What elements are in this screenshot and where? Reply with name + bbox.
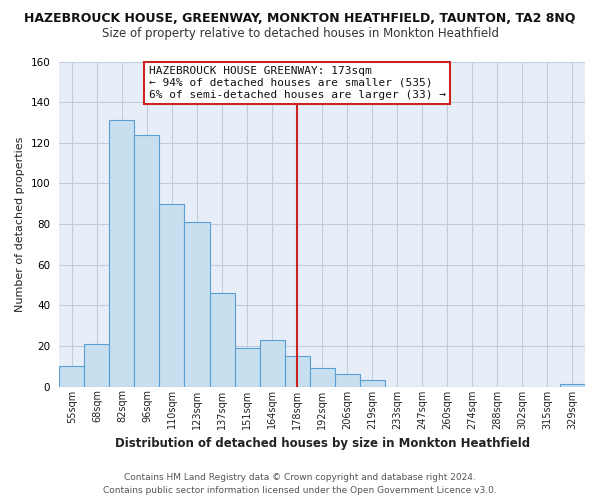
Bar [59, 366, 85, 386]
Bar [360, 380, 385, 386]
Bar [109, 120, 134, 386]
Text: HAZEBROUCK HOUSE, GREENWAY, MONKTON HEATHFIELD, TAUNTON, TA2 8NQ: HAZEBROUCK HOUSE, GREENWAY, MONKTON HEAT… [25, 12, 575, 26]
Bar [335, 374, 360, 386]
Text: HAZEBROUCK HOUSE GREENWAY: 173sqm
← 94% of detached houses are smaller (535)
6% : HAZEBROUCK HOUSE GREENWAY: 173sqm ← 94% … [149, 66, 446, 100]
Bar [160, 204, 184, 386]
Text: Contains HM Land Registry data © Crown copyright and database right 2024.
Contai: Contains HM Land Registry data © Crown c… [103, 473, 497, 495]
Y-axis label: Number of detached properties: Number of detached properties [15, 136, 25, 312]
Bar [85, 344, 109, 387]
Bar [235, 348, 260, 387]
Bar [310, 368, 335, 386]
Bar [284, 356, 310, 386]
Bar [560, 384, 585, 386]
Text: Size of property relative to detached houses in Monkton Heathfield: Size of property relative to detached ho… [101, 28, 499, 40]
Bar [134, 134, 160, 386]
Bar [209, 293, 235, 386]
Bar [260, 340, 284, 386]
X-axis label: Distribution of detached houses by size in Monkton Heathfield: Distribution of detached houses by size … [115, 437, 530, 450]
Bar [184, 222, 209, 386]
